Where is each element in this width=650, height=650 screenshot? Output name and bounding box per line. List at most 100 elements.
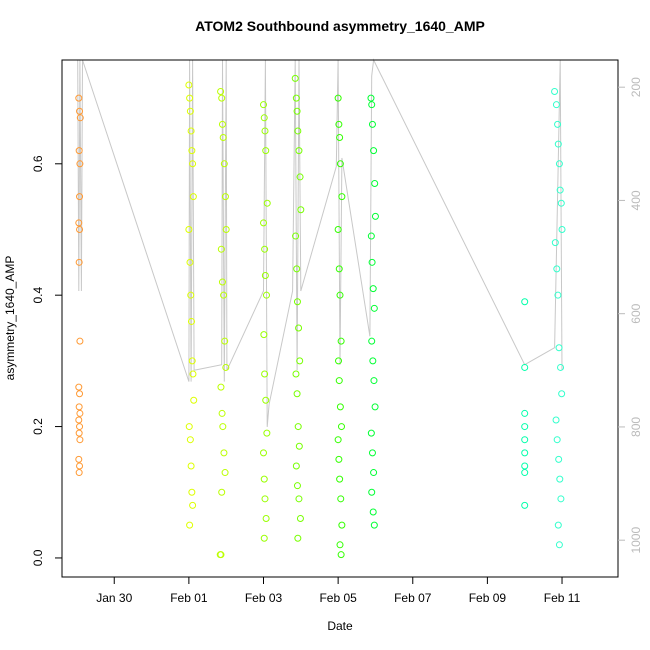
point bbox=[370, 377, 378, 385]
point bbox=[555, 160, 563, 168]
point bbox=[185, 423, 193, 431]
point bbox=[260, 219, 268, 227]
point bbox=[76, 193, 84, 201]
point bbox=[555, 344, 563, 352]
point bbox=[371, 212, 379, 220]
point bbox=[219, 134, 227, 142]
point bbox=[218, 278, 226, 286]
point bbox=[367, 232, 375, 240]
point bbox=[370, 304, 378, 312]
point bbox=[558, 225, 566, 233]
point bbox=[292, 370, 300, 378]
point bbox=[186, 258, 194, 266]
point bbox=[188, 357, 196, 365]
point bbox=[337, 551, 345, 559]
point bbox=[218, 409, 226, 417]
point bbox=[335, 455, 343, 463]
plot-frame bbox=[61, 59, 619, 578]
point bbox=[521, 462, 529, 470]
point bbox=[334, 436, 342, 444]
point bbox=[293, 107, 301, 115]
point bbox=[295, 324, 303, 332]
point bbox=[521, 363, 529, 371]
point bbox=[335, 120, 343, 128]
point bbox=[76, 390, 84, 398]
point bbox=[337, 337, 345, 345]
point bbox=[75, 469, 83, 477]
point bbox=[75, 455, 83, 463]
point bbox=[217, 245, 225, 253]
y2-tick-label: 400 bbox=[629, 190, 643, 210]
point bbox=[554, 521, 562, 529]
point bbox=[260, 475, 268, 483]
point bbox=[555, 541, 563, 549]
point bbox=[553, 436, 561, 444]
y2-tick-label: 800 bbox=[629, 417, 643, 437]
point bbox=[188, 147, 196, 155]
x-tick-label: Feb 03 bbox=[245, 591, 283, 605]
point bbox=[521, 436, 529, 444]
point bbox=[186, 521, 194, 529]
point bbox=[260, 534, 268, 542]
y2-tick-label: 1000 bbox=[629, 527, 643, 554]
point bbox=[555, 455, 563, 463]
point bbox=[263, 429, 271, 437]
point bbox=[219, 423, 227, 431]
point bbox=[187, 462, 195, 470]
point bbox=[190, 396, 198, 404]
point bbox=[521, 423, 529, 431]
point bbox=[292, 94, 300, 102]
point bbox=[552, 416, 560, 424]
point bbox=[262, 396, 270, 404]
point bbox=[293, 390, 301, 398]
point bbox=[558, 390, 566, 398]
x-tick-label: Feb 11 bbox=[544, 591, 581, 605]
point bbox=[260, 101, 268, 109]
point bbox=[75, 219, 83, 227]
point bbox=[187, 127, 195, 135]
point bbox=[368, 488, 376, 496]
point bbox=[262, 291, 270, 299]
point bbox=[292, 232, 300, 240]
point bbox=[260, 331, 268, 339]
point bbox=[521, 501, 529, 509]
point bbox=[294, 127, 302, 135]
point bbox=[368, 449, 376, 457]
point bbox=[337, 423, 345, 431]
point bbox=[187, 317, 195, 325]
point bbox=[75, 94, 83, 102]
point bbox=[369, 285, 377, 293]
point bbox=[334, 225, 342, 233]
point bbox=[189, 193, 197, 201]
point bbox=[371, 180, 379, 188]
y-axis-label: asymmetry_1640_AMP bbox=[3, 256, 17, 381]
point bbox=[367, 94, 375, 102]
point bbox=[336, 541, 344, 549]
point bbox=[338, 521, 346, 529]
point bbox=[296, 357, 304, 365]
point bbox=[185, 225, 193, 233]
point bbox=[336, 160, 344, 168]
point bbox=[186, 94, 194, 102]
point bbox=[261, 271, 269, 279]
point bbox=[261, 370, 269, 378]
point bbox=[217, 88, 225, 96]
x-axis-label: Date bbox=[327, 619, 353, 633]
point bbox=[187, 291, 195, 299]
point bbox=[521, 469, 529, 477]
y2-tick-label: 200 bbox=[629, 77, 643, 97]
point bbox=[370, 521, 378, 529]
point bbox=[521, 449, 529, 457]
y-tick-label: 0.6 bbox=[31, 155, 45, 172]
point bbox=[185, 81, 193, 89]
point bbox=[76, 436, 84, 444]
point bbox=[370, 147, 378, 155]
point bbox=[75, 429, 83, 437]
point bbox=[222, 225, 230, 233]
point bbox=[76, 107, 84, 115]
point bbox=[336, 291, 344, 299]
point bbox=[188, 488, 196, 496]
point bbox=[297, 206, 305, 214]
y-tick-label: 0.2 bbox=[31, 418, 45, 435]
point bbox=[76, 462, 84, 470]
